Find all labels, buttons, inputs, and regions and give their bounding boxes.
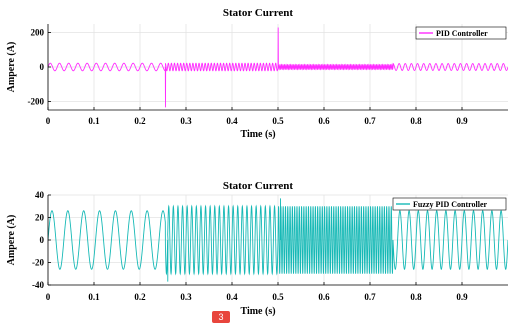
x-tick-label: 0.5 (272, 116, 284, 126)
x-tick-label: 0.4 (226, 116, 238, 126)
x-tick-label: 0 (46, 292, 51, 302)
y-tick-label: 0 (40, 235, 45, 245)
x-tick-label: 0.8 (410, 116, 422, 126)
y-tick-label: 40 (35, 190, 45, 200)
y-tick-label: -20 (32, 258, 44, 268)
x-tick-label: 0.6 (318, 116, 330, 126)
legend-label: Fuzzy PID Controller (413, 200, 488, 209)
y-tick-label: -200 (28, 96, 45, 106)
x-axis-label: Time (s) (240, 129, 275, 140)
x-tick-label: 0.1 (88, 116, 100, 126)
legend-box (392, 197, 507, 211)
series-line-1 (48, 198, 508, 282)
y-tick-label: -40 (32, 280, 44, 290)
x-axis-label: Time (s) (240, 306, 275, 317)
x-tick-label: 0.9 (456, 116, 468, 126)
legend-box (415, 26, 507, 40)
x-tick-label: 0.2 (134, 292, 146, 302)
y-tick-label: 20 (35, 213, 45, 223)
x-tick-label: 0.3 (180, 116, 192, 126)
chart-title: Stator Current (223, 180, 294, 192)
y-axis-label: Ampere (A) (6, 215, 17, 266)
y-tick-label: 0 (40, 62, 45, 72)
legend: PID Controller (415, 26, 507, 40)
chart-panel-1: 0 0.1 0.2 0.3 0.4 0.5 0.6 0.7 0.8 0.92000-200Stat… (6, 7, 508, 140)
legend: Fuzzy PID Controller (392, 197, 507, 211)
y-tick-label: 200 (31, 28, 45, 38)
x-tick-label: 0.6 (318, 292, 330, 302)
x-tick-label: 0.9 (456, 292, 468, 302)
legend-label: PID Controller (436, 29, 488, 38)
y-axis-label: Ampere (A) (6, 42, 17, 93)
x-tick-label: 0.2 (134, 116, 146, 126)
chart-title: Stator Current (223, 7, 294, 19)
chart-panel-2: 0 0.1 0.2 0.3 0.4 0.5 0.6 0.7 0.8 0.9 40 20 0 -20 -40 S… (6, 180, 508, 317)
x-tick-label: 0.8 (410, 292, 422, 302)
x-tick-label: 0.7 (364, 292, 376, 302)
page-number-badge: 3 (212, 311, 230, 323)
x-tick-label: 0.4 (226, 292, 238, 302)
x-tick-label: 0.1 (88, 292, 100, 302)
series-line-1 (48, 27, 508, 108)
x-tick-label: 0.7 (364, 116, 376, 126)
x-tick-label: 0.3 (180, 292, 192, 302)
x-tick-label: 0.5 (272, 292, 284, 302)
x-tick-label: 0 (46, 116, 51, 126)
